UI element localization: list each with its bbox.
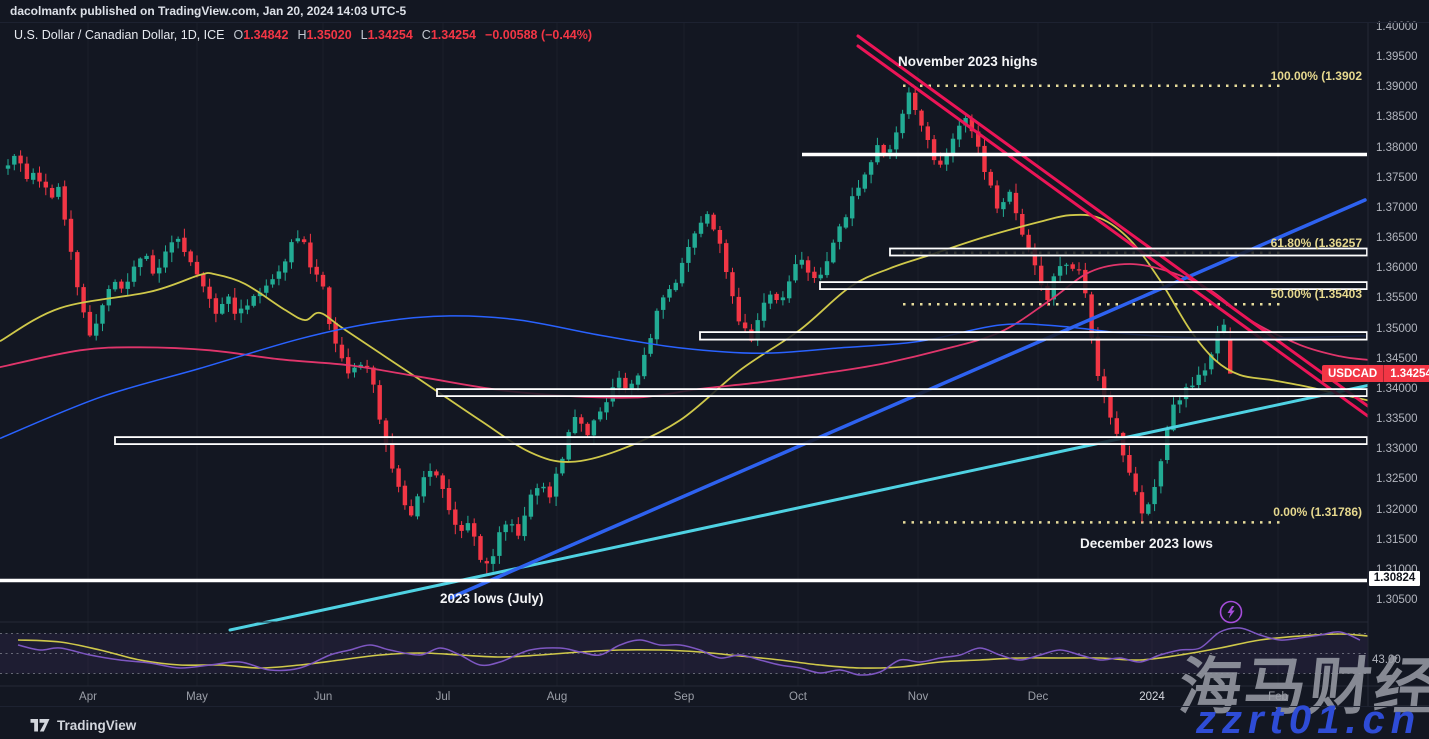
price-axis-label: 1.39500 — [1376, 51, 1418, 64]
time-axis-label: Oct — [789, 691, 807, 703]
high-value: 1.35020 — [306, 28, 352, 42]
annotation-july-lows: 2023 lows (July) — [440, 591, 544, 606]
time-axis-label: Aug — [546, 691, 568, 703]
price-axis-label: 1.37500 — [1376, 171, 1418, 184]
price-axis-label: 1.33000 — [1376, 443, 1418, 456]
open-value: 1.34842 — [243, 28, 289, 42]
pane-separators — [0, 22, 1429, 706]
price-axis-label: 1.32500 — [1376, 473, 1418, 486]
time-axis-label: May — [186, 691, 208, 703]
price-axis-label: 1.30500 — [1376, 594, 1418, 606]
price-axis-label: 1.37000 — [1376, 201, 1418, 214]
close-label: C — [421, 28, 431, 42]
price-axis-label: 1.34000 — [1376, 382, 1418, 395]
price-axis-label: 1.33500 — [1376, 413, 1418, 426]
time-axis-label: Feb — [1268, 691, 1288, 703]
channel-crimson-b — [856, 44, 1368, 419]
time-axis-label: Dec — [1027, 691, 1049, 703]
candles-group — [5, 86, 1233, 575]
symbol-title: U.S. Dollar / Canadian Dollar, 1D, ICE — [14, 28, 225, 42]
price-axis-label: 1.38000 — [1376, 141, 1418, 154]
fib-level-label: 0.00% (1.31786) — [1273, 505, 1362, 520]
high-label: H — [297, 28, 307, 42]
open-label: O — [233, 28, 244, 42]
price-axis-label: 1.38500 — [1376, 111, 1418, 124]
annotation-november-highs: November 2023 highs — [898, 54, 1038, 69]
tradingview-logo-icon — [30, 719, 50, 732]
tradingview-brand-text: TradingView — [57, 718, 137, 733]
price-axis-label: 1.36500 — [1376, 232, 1418, 245]
tradingview-attribution[interactable]: TradingView — [30, 718, 136, 733]
publish-attribution: dacolmanfx published on TradingView.com,… — [10, 4, 407, 18]
fib-level-label: 50.00% (1.35403 — [1270, 287, 1362, 302]
close-value: 1.34254 — [430, 28, 477, 42]
badge-divider — [1383, 365, 1385, 382]
oscillator-pane — [0, 627, 1368, 676]
time-axis-label: Apr — [79, 691, 97, 703]
low-value: 1.34254 — [367, 28, 413, 42]
price-axis-label: 1.32000 — [1376, 503, 1418, 516]
price-axis-label: 1.34500 — [1376, 352, 1418, 365]
time-axis-label: Jun — [313, 691, 333, 703]
last-price-badge: USDCAD 1.34254 — [1322, 365, 1429, 382]
price-axis-label: 1.35000 — [1376, 322, 1418, 335]
fib-level-label: 61.80% (1.36257 — [1270, 235, 1362, 250]
badge-price: 1.34254 — [1390, 367, 1429, 380]
annotation-december-lows: December 2023 lows — [1080, 536, 1213, 551]
badge-symbol: USDCAD — [1328, 367, 1378, 380]
price-axis-label: 1.39000 — [1376, 81, 1418, 94]
top-bar: dacolmanfx published on TradingView.com,… — [0, 0, 1429, 23]
time-axis-label: Sep — [673, 691, 695, 703]
boost-lightning-icon[interactable] — [1219, 600, 1243, 624]
change-value: −0.00588 (−0.44%) — [485, 28, 593, 42]
level-price-badge: 1.30824 — [1369, 571, 1420, 586]
support-cyan — [228, 383, 1368, 632]
price-axis-label: 1.35500 — [1376, 292, 1418, 305]
time-axis-label: 2024 — [1139, 691, 1165, 703]
oscillator-value-label: 43.00 — [1372, 654, 1401, 666]
fib-level-label: 100.00% (1.3902 — [1270, 68, 1362, 83]
support-resistance-levels — [0, 152, 1368, 583]
time-axis-label: Jul — [435, 691, 451, 703]
watermark-domain: zzrt01.cn — [1196, 698, 1422, 739]
price-axis-label: 1.31500 — [1376, 533, 1418, 546]
low-label: L — [360, 28, 368, 42]
trendlines — [228, 34, 1368, 632]
footer-bar: TradingView — [0, 706, 1429, 739]
symbol-header: U.S. Dollar / Canadian Dollar, 1D, ICE O1… — [14, 28, 592, 42]
rsi-line — [17, 627, 1361, 676]
support-blue — [448, 198, 1367, 600]
channel-crimson-a — [856, 34, 1368, 409]
price-axis-label: 1.36000 — [1376, 262, 1418, 275]
price-axis-label: 1.40000 — [1376, 21, 1418, 33]
time-axis-label: Nov — [907, 691, 929, 703]
